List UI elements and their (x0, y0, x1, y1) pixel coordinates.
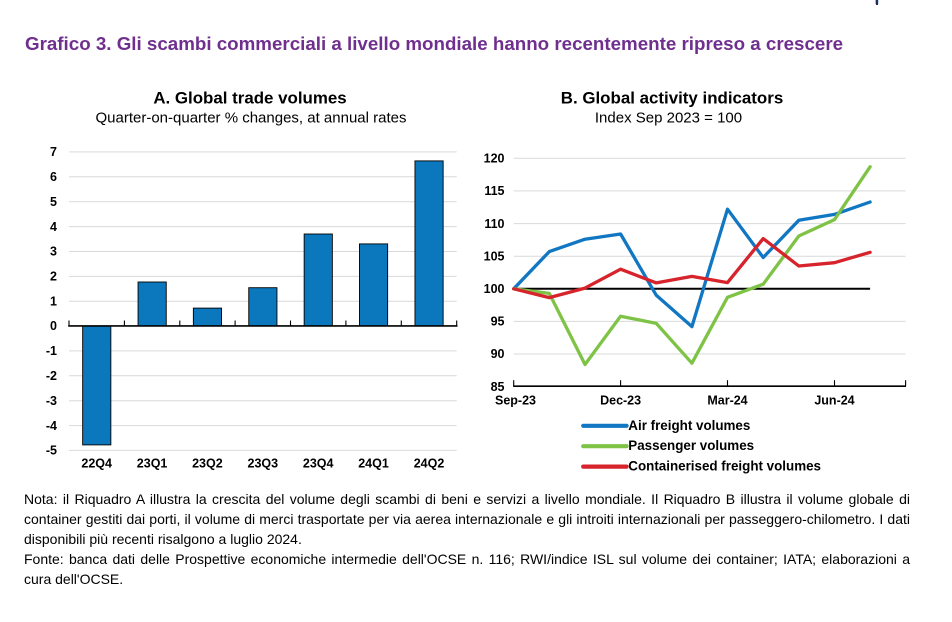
svg-text:23Q1: 23Q1 (137, 457, 168, 471)
svg-text:Containerised freight volumes: Containerised freight volumes (628, 459, 821, 474)
svg-text:-5: -5 (46, 444, 57, 458)
svg-text:-2: -2 (46, 369, 57, 383)
svg-text:23Q2: 23Q2 (192, 457, 223, 471)
svg-text:Mar-24: Mar-24 (707, 393, 747, 407)
svg-text:-3: -3 (46, 394, 57, 408)
svg-text:Sep-23: Sep-23 (495, 393, 536, 407)
svg-text:6: 6 (50, 170, 57, 184)
svg-text:95: 95 (491, 315, 505, 329)
svg-text:Index Sep 2023 = 100: Index Sep 2023 = 100 (595, 109, 742, 126)
svg-text:4: 4 (50, 220, 57, 234)
svg-text:-4: -4 (46, 419, 57, 433)
svg-text:A. Global trade volumes: A. Global trade volumes (153, 89, 346, 108)
svg-text:24Q2: 24Q2 (414, 457, 445, 471)
svg-text:Quarter-on-quarter % changes,: Quarter-on-quarter % changes, at annual … (95, 109, 406, 126)
svg-text:105: 105 (484, 249, 505, 263)
svg-text:23Q4: 23Q4 (303, 457, 334, 471)
svg-text:23Q3: 23Q3 (248, 457, 279, 471)
svg-text:115: 115 (484, 184, 504, 198)
svg-text:90: 90 (491, 347, 505, 361)
svg-text:100: 100 (484, 282, 505, 296)
svg-text:7: 7 (50, 145, 57, 159)
svg-text:120: 120 (484, 152, 505, 166)
svg-text:B. Global activity indicators: B. Global activity indicators (561, 89, 783, 108)
svg-text:Passenger volumes: Passenger volumes (628, 438, 754, 453)
svg-text:22Q4: 22Q4 (81, 457, 112, 471)
svg-text:0: 0 (50, 319, 57, 333)
svg-text:Jun-24: Jun-24 (814, 393, 854, 407)
svg-text:24Q1: 24Q1 (358, 457, 389, 471)
svg-text:5: 5 (50, 195, 57, 209)
svg-text:Dec-23: Dec-23 (600, 393, 641, 407)
svg-text:Air freight volumes: Air freight volumes (628, 418, 750, 433)
svg-text:110: 110 (484, 217, 504, 231)
svg-text:3: 3 (50, 245, 57, 259)
svg-text:2: 2 (50, 270, 57, 284)
svg-text:85: 85 (491, 380, 505, 394)
svg-text:1: 1 (50, 295, 57, 309)
svg-text:-1: -1 (46, 344, 57, 358)
